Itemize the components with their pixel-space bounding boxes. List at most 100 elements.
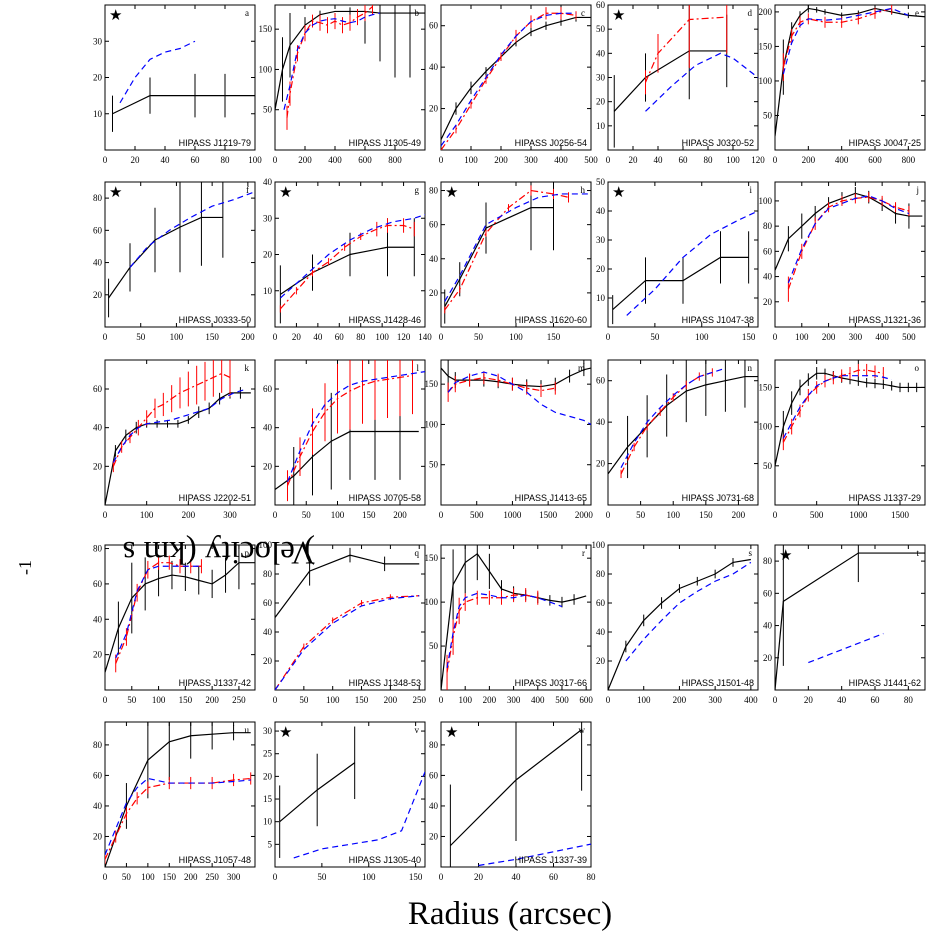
panel-data [275,360,425,505]
y-tick-label: 50 [263,105,273,115]
panel-title: HIPASS J2202-51 [179,493,251,503]
star-icon: ★ [279,183,292,201]
panel-e: 0 200 400 600 800 50 100 150 200 e HIPASS J0047-25 [759,4,926,165]
x-tick-label: 0 [606,155,611,165]
panel-title: HIPASS J1337-29 [849,493,921,503]
x-tick-label: 150 [409,872,423,882]
series-line-red [279,224,415,310]
x-tick-label: 400 [554,155,568,165]
x-tick-label: 150 [547,332,561,342]
star-icon: ★ [445,723,458,741]
x-tick-label: 200 [494,155,508,165]
panel-letter: d [748,8,753,18]
x-tick-label: 0 [103,155,108,165]
series-line-blue [293,771,425,859]
y-tick-label: 150 [425,379,439,389]
panel-title: HIPASS J1321-36 [849,315,921,325]
panel-u: 0 50 100 150 200 250 300 20 40 60 80 u HIPASS J1057-… [93,721,256,882]
y-tick-label: 80 [763,556,773,566]
x-tick-label: 50 [650,332,660,342]
x-tick-label: 100 [140,510,154,520]
panel-data [112,40,255,132]
panel-data [279,214,425,324]
x-tick-label: 20 [804,695,814,705]
x-tick-label: 600 [579,695,593,705]
x-tick-label: 100 [795,332,809,342]
x-tick-label: 400 [531,695,545,705]
y-tick-label: 80 [93,740,103,750]
y-tick-label: 10 [263,817,273,827]
y-tick-label: 80 [93,193,103,203]
y-tick-label: 40 [93,423,103,433]
y-tick-label: 40 [93,614,103,624]
series-line-black [105,392,251,505]
x-tick-label: 500 [470,510,484,520]
series-line-black [105,562,255,673]
series-line-blue [444,193,591,302]
star-icon: ★ [445,183,458,201]
x-tick-label: 50 [122,872,132,882]
x-tick-label: 0 [439,155,444,165]
panel-i: 0 50 100 150 10 20 30 40 50 i HIPASS J1047-38 ★ [596,177,759,342]
y-tick-label: 100 [759,76,773,86]
panel-title: HIPASS J1413-65 [515,493,587,503]
y-tick-label: 80 [429,186,439,196]
x-tick-label: 100 [248,155,262,165]
x-tick-label: 1500 [891,510,910,520]
x-tick-label: 150 [355,695,369,705]
y-tick-label: 60 [93,770,103,780]
panel-frame [104,721,256,868]
series-line-red [620,371,713,475]
y-label-main: Velocity (km s [122,534,315,570]
x-tick-label: 300 [223,510,237,520]
x-tick-label: 0 [439,695,444,705]
y-tick-label: 50 [429,460,439,470]
x-tick-label: 100 [375,332,389,342]
series-line-blue [441,12,576,147]
x-tick-label: 50 [302,510,312,520]
panel-data [449,722,591,867]
x-tick-label: 500 [555,695,569,705]
series-line-blue [447,371,591,425]
y-tick-label: 150 [259,24,273,34]
panel-m: 0 500 1000 1500 2000 50 100 150 m HIPASS J1413-65 [425,359,593,520]
x-tick-label: 100 [726,155,740,165]
panel-data [441,545,587,690]
panel-data [775,5,925,137]
x-tick-label: 200 [182,510,196,520]
x-tick-label: 150 [362,510,376,520]
star-icon: ★ [612,6,625,24]
x-tick-label: 0 [439,332,444,342]
x-tick-label: 150 [742,332,756,342]
y-tick-label: 10 [263,286,273,296]
panel-v: 0 50 100 150 5 10 15 20 25 30 v HIPASS J1305-40 ★ [263,721,426,882]
panel-data [105,545,255,690]
panel-letter: b [415,8,420,18]
x-tick-label: 500 [584,155,598,165]
y-tick-label: 20 [429,288,439,298]
panel-letter: p [245,548,250,558]
panel-letter: g [415,185,420,195]
x-tick-label: 40 [837,695,847,705]
series-line-blue [782,375,892,439]
series-line-blue [115,565,202,659]
x-tick-label: 150 [163,872,177,882]
panel-letter: a [245,8,249,18]
x-tick-label: 400 [744,695,758,705]
y-tick-label: 60 [429,21,439,31]
panel-frame [774,4,926,151]
x-tick-label: 200 [802,155,816,165]
series-line-blue [626,210,758,316]
panel-frame [274,721,426,868]
x-tick-label: 0 [439,872,444,882]
y-tick-label: 10 [596,293,606,303]
star-icon: ★ [109,183,122,201]
panel-data [279,726,425,859]
y-tick-label: 15 [263,794,273,804]
panel-frame [774,181,926,328]
x-tick-label: 0 [273,332,278,342]
y-tick-label: 40 [263,423,273,433]
panel-frame [774,544,926,691]
series-line-black [444,206,554,307]
